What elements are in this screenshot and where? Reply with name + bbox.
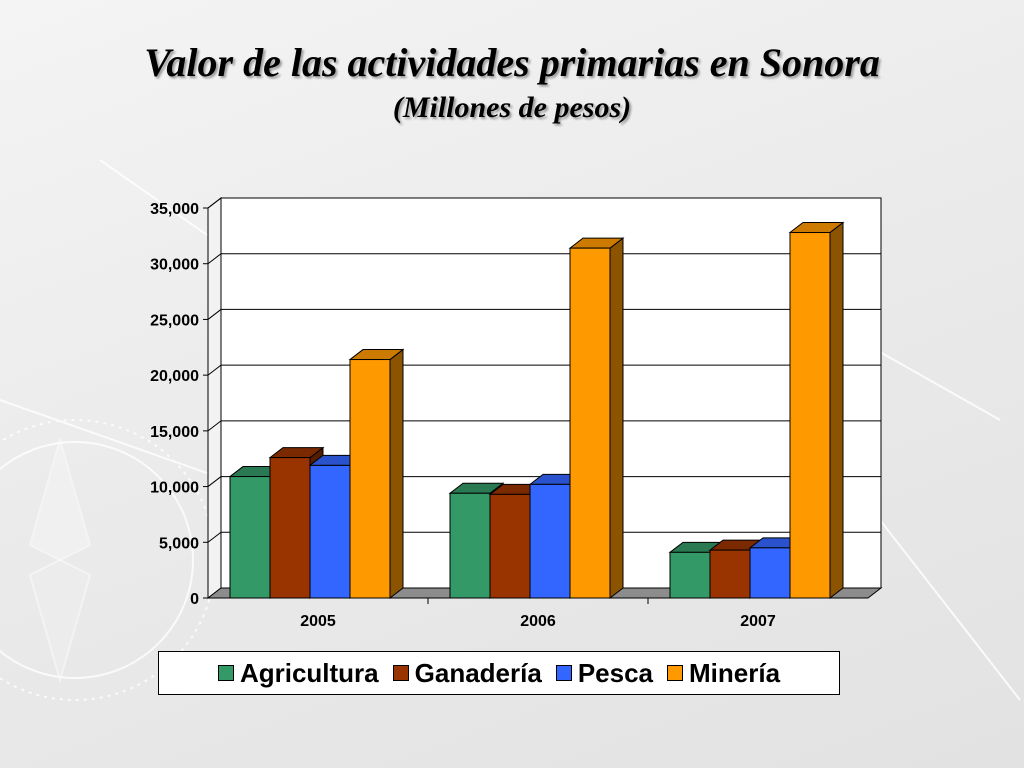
legend-swatch-agricultura [217, 665, 234, 681]
bar-front [789, 232, 831, 599]
bar-front [529, 483, 571, 599]
chart-legend: Agricultura Ganadería Pesca Minería [158, 651, 840, 695]
bar-front [669, 551, 711, 599]
bar-front [309, 464, 351, 599]
x-category-label: 2007 [740, 613, 776, 630]
gridline-side [207, 309, 222, 320]
x-category-label: 2006 [520, 613, 556, 630]
bar-front [709, 549, 751, 599]
bar-front [449, 492, 491, 599]
bar-front [489, 493, 531, 599]
bar-minería-2007 [788, 221, 845, 600]
y-tick-label: 25,000 [150, 312, 199, 329]
y-tick-label: 5,000 [159, 535, 199, 552]
y-tick-label: 0 [190, 591, 199, 608]
y-tick-label: 35,000 [150, 201, 199, 218]
bar-front [749, 547, 791, 599]
gridline-side [207, 420, 222, 432]
legend-item-ganaderia: Ganadería [392, 657, 542, 689]
bar-side [389, 348, 404, 600]
bar-minería-2006 [568, 237, 625, 600]
gridline-side [207, 197, 222, 209]
legend-item-agricultura: Agricultura [217, 657, 379, 689]
legend-swatch-mineria [667, 665, 683, 681]
bar-front [269, 457, 311, 599]
legend-swatch-ganaderia [392, 665, 409, 681]
title-block: Valor de las actividades primarias en So… [0, 38, 1024, 128]
x-category-label: 2005 [300, 613, 336, 630]
legend-label-agricultura: Agricultura [239, 657, 379, 688]
y-tick-label: 15,000 [150, 424, 199, 441]
y-tick-label: 10,000 [150, 480, 199, 497]
legend-label-ganaderia: Ganadería [414, 657, 542, 688]
bar-minería-2005 [348, 348, 405, 600]
bar-front [569, 247, 611, 599]
bar-side [829, 221, 844, 600]
legend-item-pesca: Pesca [555, 657, 653, 689]
legend-label-mineria: Minería [689, 657, 781, 688]
bar-side [609, 237, 624, 600]
bar-front [349, 359, 391, 599]
bar-front [229, 476, 271, 599]
y-tick-label: 20,000 [150, 368, 199, 385]
chart-side-wall [207, 196, 222, 600]
gridline-side [207, 253, 222, 265]
page-subtitle: (Millones de pesos) [392, 91, 632, 124]
page-title: Valor de las actividades primarias en So… [144, 40, 880, 85]
y-tick-label: 30,000 [150, 257, 199, 274]
legend-swatch-pesca [555, 665, 572, 681]
gridline-side [207, 364, 222, 376]
legend-label-pesca: Pesca [577, 657, 653, 688]
gridline-side [207, 531, 222, 543]
legend-item-mineria: Minería [667, 658, 780, 689]
gridline-side [207, 476, 222, 487]
bar-chart: 0 5,000 10,000 15,000 20,000 25,000 30,000 35,0… [150, 196, 883, 630]
